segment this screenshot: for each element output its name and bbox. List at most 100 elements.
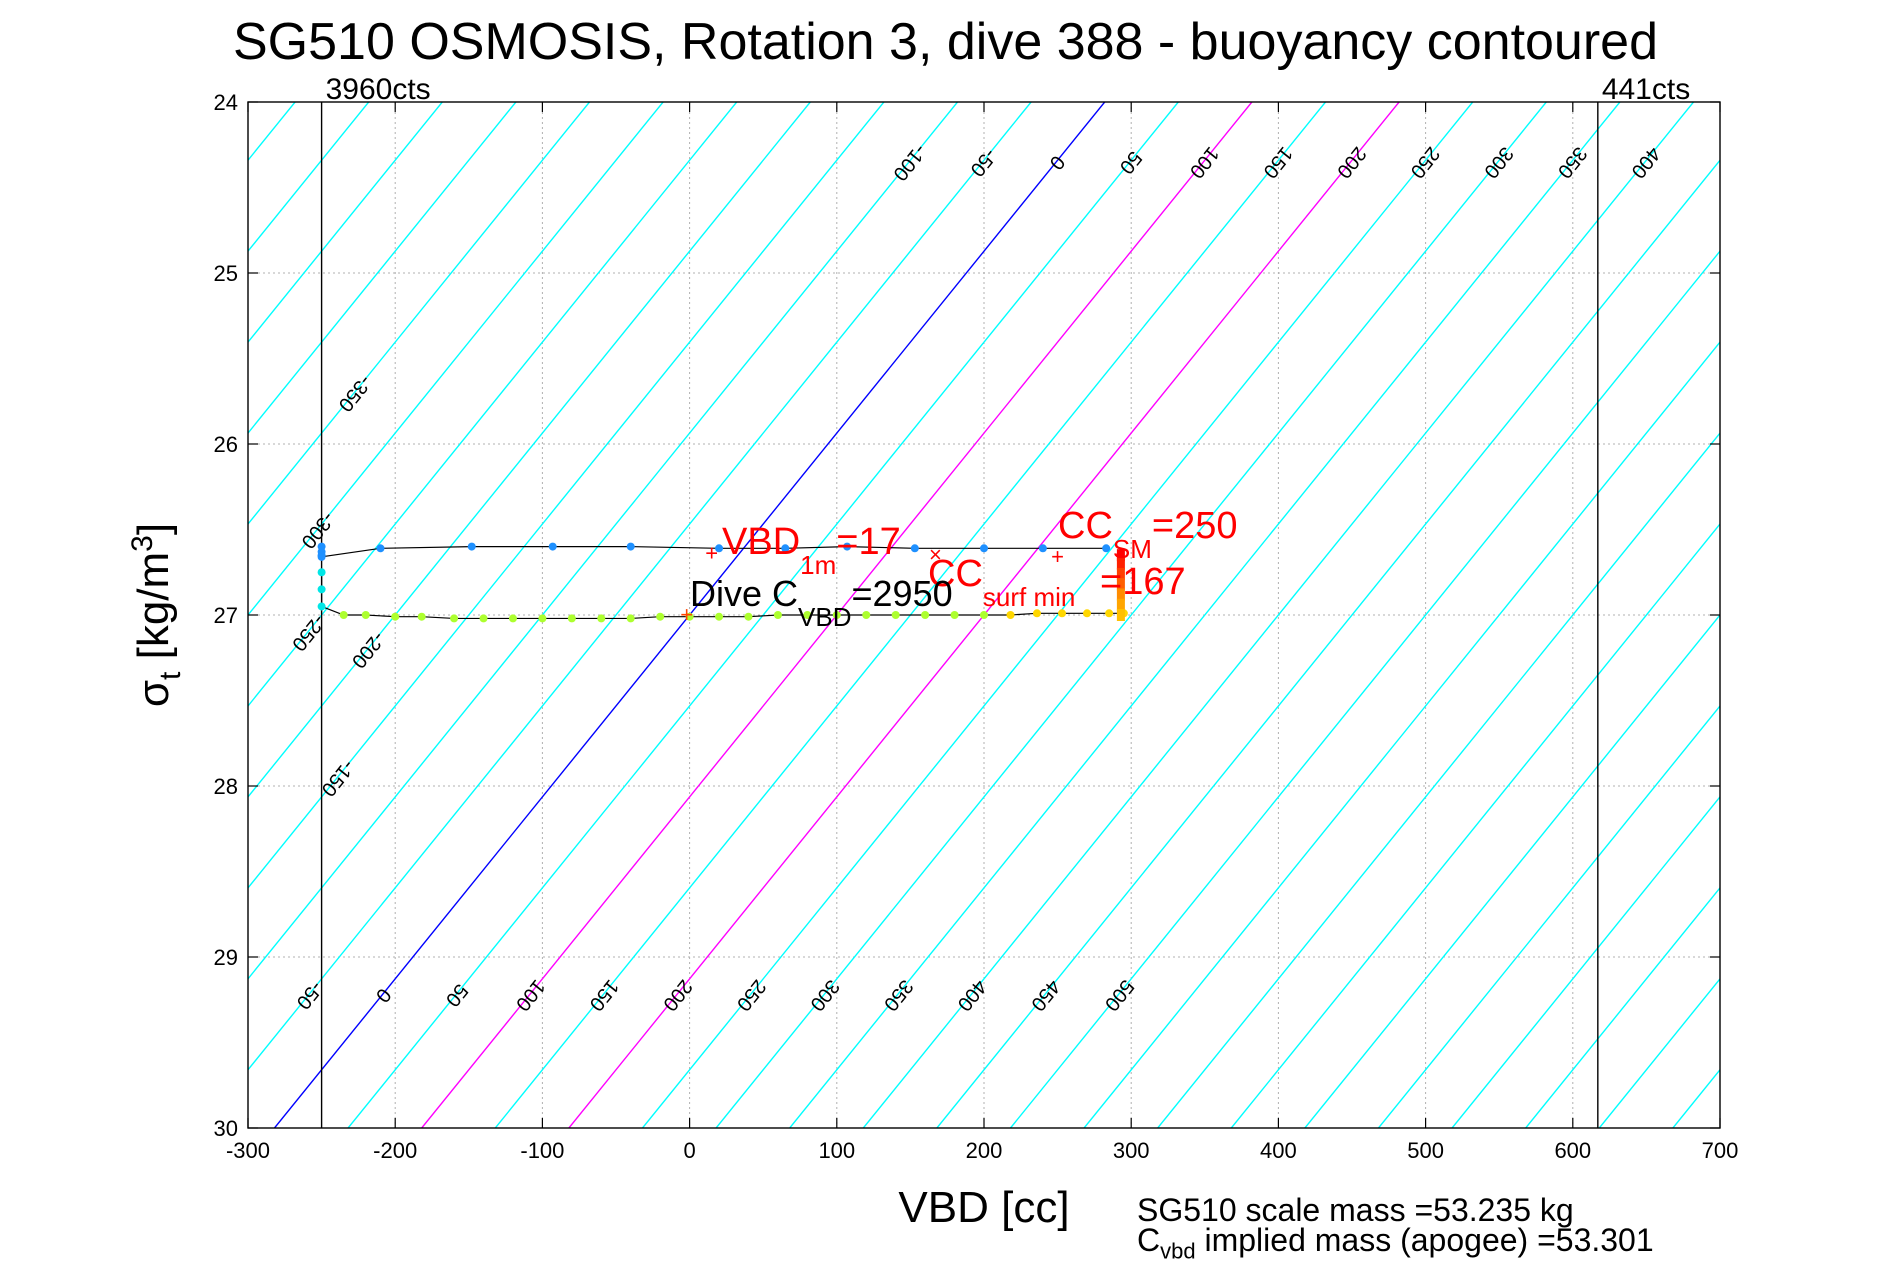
dive-point [980,544,988,553]
climb-point [626,614,635,623]
y-label-base: σ [129,680,178,707]
contour-label: -350 [334,371,376,416]
x-tick-label: 200 [966,1138,1003,1163]
y-axis-label: σt [kg/m3] [126,523,187,707]
y-tick-label: 27 [214,603,238,628]
climb-point [538,614,547,623]
contour-label: -150 [317,755,359,800]
climb-point [1105,609,1114,618]
x-tick-label: -200 [373,1138,417,1163]
contour-label: 250 [1406,142,1444,182]
y-tick-label: 29 [214,945,238,970]
annotation-cc-surf-min: CCsurf min =167 [928,553,1186,612]
x-tick-label: -300 [226,1138,270,1163]
contour-label: -50 [966,144,1001,180]
contour-label: 350 [1553,142,1591,182]
contour-line [0,102,148,1128]
annotation-layer: + VBD1m=17 +CCSM=250×CCsurf min =167+Dive C… [680,505,1237,632]
footer-implied-tail: implied mass (apogee) =53.301 [1195,1222,1654,1258]
contour-label: 300 [1479,142,1517,182]
footer-cvbd-base: C [1137,1222,1161,1258]
dive-point [910,544,919,553]
footer-cvbd-sub: vbd [1160,1238,1196,1264]
contour-line [248,102,443,344]
contour-label: -200 [347,627,389,672]
surface-point [1116,549,1125,562]
contour-line [248,102,885,889]
contour-line [641,102,1474,1128]
contour-label: 100 [511,975,549,1015]
annotation-sub: VBD [798,602,851,632]
contour-label: 250 [732,975,770,1015]
y-label-close: ] [129,523,178,535]
dive-point [1102,544,1111,553]
climb-point [361,611,370,619]
footer-implied-mass: Cvbd implied mass (apogee) =53.301 [1137,1222,1654,1264]
climb-point [891,611,900,619]
climb-point [391,612,400,621]
contour-line [1746,102,1891,1128]
contour-label: 150 [1259,142,1297,182]
contour-line [1230,522,1720,1128]
x-tick-label: -100 [520,1138,564,1163]
annotation-sub: 1m [800,550,836,580]
dive-point [376,544,385,553]
climb-point [980,611,988,619]
dive-point [1038,544,1047,553]
climb-point [921,611,930,619]
contour-label: 200 [1332,142,1370,182]
contour-line [0,102,74,1128]
contour-line [0,102,1,1128]
climb-point [685,612,694,621]
contour-line [1820,102,1891,1128]
contour-label: -250 [287,610,329,655]
contour-line [1672,1068,1720,1128]
surface-point [1116,598,1125,611]
climb-point [597,614,606,623]
climb-profile-line [321,572,1124,620]
surface-point [1116,557,1125,570]
contour-line [248,102,517,435]
dive-point [626,542,635,551]
contour-line [1009,250,1720,1128]
climb-point [317,568,326,577]
y-tick-label: 24 [214,90,238,115]
contour-line [248,102,591,526]
climb-point [417,612,426,621]
contour-label: 450 [1026,975,1064,1015]
x-tick-label: 100 [818,1138,855,1163]
annotation-base: VBD [722,521,800,563]
annotation-base: Dive C [690,573,798,614]
x-tick-label: 700 [1702,1138,1739,1163]
contour-label: 400 [1627,142,1665,182]
annotation-sub: SM [1113,534,1152,564]
contour-label: 50 [441,980,472,1011]
y-tick-label: 26 [214,432,238,457]
climb-point [1083,609,1092,618]
y-tick-label: 25 [214,261,238,286]
annotation-vbd-1m: VBD1m=17 [722,521,901,580]
annotation-dive-cvbd: Dive CVBD=2950 [690,573,953,632]
limit-label-1: 441cts [1602,73,1690,106]
contour-label: 500 [1100,975,1138,1015]
x-tick-label: 400 [1260,1138,1297,1163]
x-tick-label: 500 [1407,1138,1444,1163]
contour-label: 300 [806,975,844,1015]
axis-layer: -300 -200 -100 0 100 200 300 400 500 600 700242526… [126,90,1738,1232]
climb-point [832,611,841,619]
contour-line [715,102,1547,1128]
contour-line [789,102,1621,1128]
contour-label: -100 [888,140,930,185]
y-tick-label: 30 [214,1116,238,1141]
dive-point [548,542,557,551]
climb-point [317,585,326,594]
contour-label: 50 [1115,147,1146,178]
dive-point [317,552,326,561]
climb-point [1058,609,1067,618]
contour-label: 100 [1185,142,1223,182]
contour-line [1451,795,1720,1128]
chart-title: SG510 OSMOSIS, Rotation 3, dive 388 - bu… [232,13,1659,71]
annotation-tail: =167 [1100,561,1186,603]
